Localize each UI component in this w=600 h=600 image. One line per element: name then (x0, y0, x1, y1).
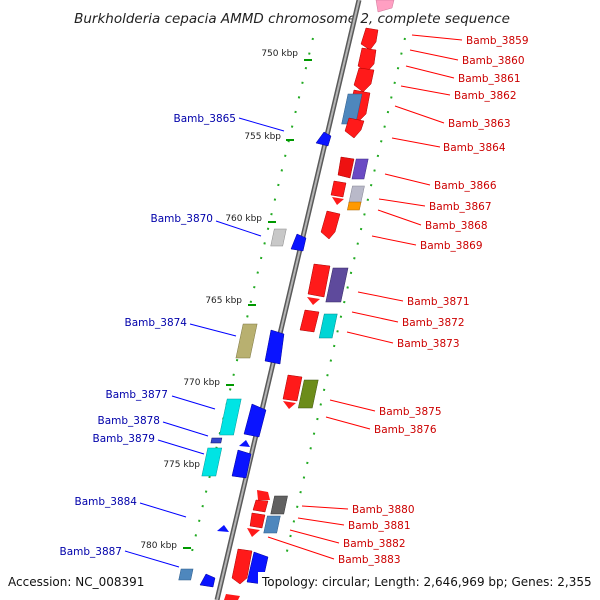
tick-750: 750 kbp (261, 49, 312, 61)
gene-box-3873 (318, 313, 338, 339)
gene-arrow-partial-top (375, 0, 395, 13)
tick-755: 755 kbp (244, 132, 294, 142)
tick-label-760: 760 kbp (225, 214, 262, 224)
gene-label-3876[interactable]: Bamb_3876 (374, 424, 437, 436)
gene-label-3869[interactable]: Bamb_3869 (420, 240, 483, 252)
gene-arrow-3864 (344, 117, 365, 139)
gene-arrow-3877 (243, 403, 267, 438)
gene-label-3865[interactable]: Bamb_3865 (173, 113, 236, 125)
tick-label-775: 775 kbp (163, 460, 200, 470)
gene-label-3873[interactable]: Bamb_3873 (397, 338, 460, 350)
gene-arrow-3879 (231, 449, 252, 479)
gene-box-3867 (348, 185, 365, 204)
gene-box-3872a (299, 309, 320, 333)
gene-arrow-bottom (231, 548, 253, 585)
gene-label-3866[interactable]: Bamb_3866 (434, 180, 497, 192)
gene-box-3871a (307, 263, 331, 298)
gene-tri-3867 (332, 197, 344, 205)
gene-label-3860[interactable]: Bamb_3860 (462, 55, 525, 67)
gene-box-3887 (178, 568, 194, 581)
tick-label-765: 765 kbp (205, 296, 242, 306)
forward-gene-shapes (224, 0, 395, 600)
gene-arrow-3870 (290, 233, 307, 252)
accession-bg (4, 572, 156, 590)
gene-label-3863[interactable]: Bamb_3863 (448, 118, 511, 130)
gene-label-3862[interactable]: Bamb_3862 (454, 90, 517, 102)
map-title: Burkholderia cepacia AMMD chromosome 2, … (74, 11, 510, 27)
gene-box-3876 (297, 379, 319, 409)
gene-arrow-3860 (357, 47, 377, 73)
gene-box-3878 (210, 437, 223, 444)
gene-arrow-3869 (320, 210, 341, 240)
gene-box-3866a (337, 156, 355, 179)
gene-box-3881a (252, 499, 269, 513)
gene-tri-3884 (217, 525, 229, 532)
gene-label-3877[interactable]: Bamb_3877 (105, 389, 168, 401)
topology-bg (258, 572, 598, 590)
gene-label-3864[interactable]: Bamb_3864 (443, 142, 506, 154)
gene-tri-3875 (283, 401, 296, 409)
gene-box-3880 (270, 495, 288, 515)
forward-labels: Bamb_3859 Bamb_3860 Bamb_3861 Bamb_3862 … (267, 34, 529, 566)
gene-label-3870[interactable]: Bamb_3870 (150, 213, 213, 225)
tick-label-755: 755 kbp (244, 132, 281, 142)
gene-label-3875[interactable]: Bamb_3875 (379, 406, 442, 418)
gene-arrow-3859 (360, 27, 379, 51)
gene-box-3871 (325, 267, 349, 303)
gene-label-3872[interactable]: Bamb_3872 (402, 317, 465, 329)
gene-box-3875a (282, 374, 303, 402)
gene-label-3859[interactable]: Bamb_3859 (466, 35, 529, 47)
gene-box-3882a (249, 512, 266, 529)
topology-text: Topology: circular; Length: 2,646,969 bp… (261, 575, 592, 589)
gene-box-3881 (263, 515, 281, 534)
gene-box-3866 (351, 158, 369, 180)
gene-label-3878[interactable]: Bamb_3878 (97, 415, 160, 427)
gene-label-3883[interactable]: Bamb_3883 (338, 554, 401, 566)
chromosome-backbone-highlight (216, 0, 360, 600)
gene-label-3882[interactable]: Bamb_3882 (343, 538, 406, 550)
gene-arrow-3887 (199, 573, 216, 588)
gene-arrow-3865 (315, 131, 332, 147)
gene-box-3867a (330, 180, 347, 198)
gene-box-3879 (201, 447, 223, 477)
gene-label-3881[interactable]: Bamb_3881 (348, 520, 411, 532)
scale-ticks: 750 kbp 755 kbp 760 kbp 765 kbp 770 kbp … (140, 49, 312, 551)
gene-label-3887[interactable]: Bamb_3887 (59, 546, 122, 558)
gene-label-3884[interactable]: Bamb_3884 (74, 496, 137, 508)
gene-label-3874[interactable]: Bamb_3874 (124, 317, 187, 329)
gene-arrow-bottom-partial (224, 594, 240, 600)
tick-765: 765 kbp (205, 296, 256, 306)
gene-label-3867[interactable]: Bamb_3867 (429, 201, 492, 213)
gene-box-3874 (235, 323, 258, 359)
gene-tri-3883 (247, 528, 260, 537)
gene-arrow-3861 (353, 67, 375, 93)
reverse-labels: Bamb_3865 Bamb_3870 Bamb_3874 Bamb_3877 … (59, 113, 285, 568)
gene-arrow-3874 (264, 329, 285, 365)
tick-label-750: 750 kbp (261, 49, 298, 59)
gene-box-3868 (347, 201, 362, 211)
gene-label-3861[interactable]: Bamb_3861 (458, 73, 521, 85)
gene-box-3870 (270, 228, 287, 247)
gene-label-3880[interactable]: Bamb_3880 (352, 504, 415, 516)
gene-label-3868[interactable]: Bamb_3868 (425, 220, 488, 232)
gene-tri-3878 (239, 440, 250, 447)
accession-text: Accession: NC_008391 (8, 575, 144, 589)
tick-label-780: 780 kbp (140, 541, 177, 551)
gene-box-3877 (219, 398, 242, 436)
gene-label-3871[interactable]: Bamb_3871 (407, 296, 470, 308)
gene-tri-3880 (257, 490, 270, 500)
gene-tri-3871 (307, 297, 320, 305)
gene-label-3879[interactable]: Bamb_3879 (92, 433, 155, 445)
tick-760: 760 kbp (225, 214, 276, 224)
tick-label-770: 770 kbp (183, 378, 220, 388)
tick-770: 770 kbp (183, 378, 234, 388)
tick-780: 780 kbp (140, 541, 191, 551)
